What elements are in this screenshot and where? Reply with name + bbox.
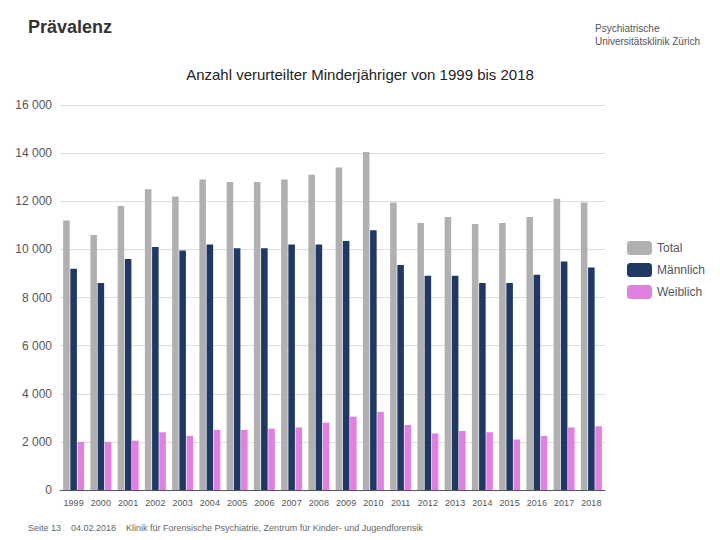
svg-text:2009: 2009 xyxy=(336,498,356,508)
svg-text:2013: 2013 xyxy=(445,498,465,508)
svg-text:Psychiatrische: Psychiatrische xyxy=(595,23,660,34)
svg-text:2010: 2010 xyxy=(363,498,383,508)
svg-text:16 000: 16 000 xyxy=(15,98,52,112)
svg-text:Anzahl verurteilter Minderjähr: Anzahl verurteilter Minderjähriger von 1… xyxy=(186,66,534,83)
svg-text:0: 0 xyxy=(45,483,52,497)
svg-text:2002: 2002 xyxy=(145,498,165,508)
svg-text:2017: 2017 xyxy=(554,498,574,508)
svg-text:2004: 2004 xyxy=(200,498,220,508)
svg-text:2005: 2005 xyxy=(227,498,247,508)
svg-text:6 000: 6 000 xyxy=(22,339,52,353)
svg-text:2001: 2001 xyxy=(118,498,138,508)
svg-text:14 000: 14 000 xyxy=(15,146,52,160)
svg-text:2014: 2014 xyxy=(472,498,492,508)
svg-text:4 000: 4 000 xyxy=(22,387,52,401)
svg-text:2000: 2000 xyxy=(91,498,111,508)
svg-text:12 000: 12 000 xyxy=(15,194,52,208)
svg-text:8 000: 8 000 xyxy=(22,291,52,305)
svg-text:2015: 2015 xyxy=(500,498,520,508)
svg-text:Universitätsklinik Zürich: Universitätsklinik Zürich xyxy=(595,36,700,47)
svg-text:2018: 2018 xyxy=(581,498,601,508)
svg-text:10 000: 10 000 xyxy=(15,242,52,256)
svg-text:1999: 1999 xyxy=(64,498,84,508)
svg-text:Seite 13 04.02.2018 Klin: Seite 13 04.02.2018 Klinik für Forensisc… xyxy=(28,523,423,533)
svg-text:2011: 2011 xyxy=(391,498,410,508)
svg-text:2006: 2006 xyxy=(254,498,274,508)
svg-text:Total: Total xyxy=(657,241,682,255)
svg-text:2012: 2012 xyxy=(418,498,438,508)
svg-text:2008: 2008 xyxy=(309,498,329,508)
svg-text:2016: 2016 xyxy=(527,498,547,508)
svg-text:Prävalenz: Prävalenz xyxy=(28,17,112,37)
svg-text:2003: 2003 xyxy=(173,498,193,508)
svg-text:2007: 2007 xyxy=(282,498,302,508)
svg-text:Weiblich: Weiblich xyxy=(657,285,702,299)
svg-text:Männlich: Männlich xyxy=(657,263,705,277)
svg-text:2 000: 2 000 xyxy=(22,435,52,449)
